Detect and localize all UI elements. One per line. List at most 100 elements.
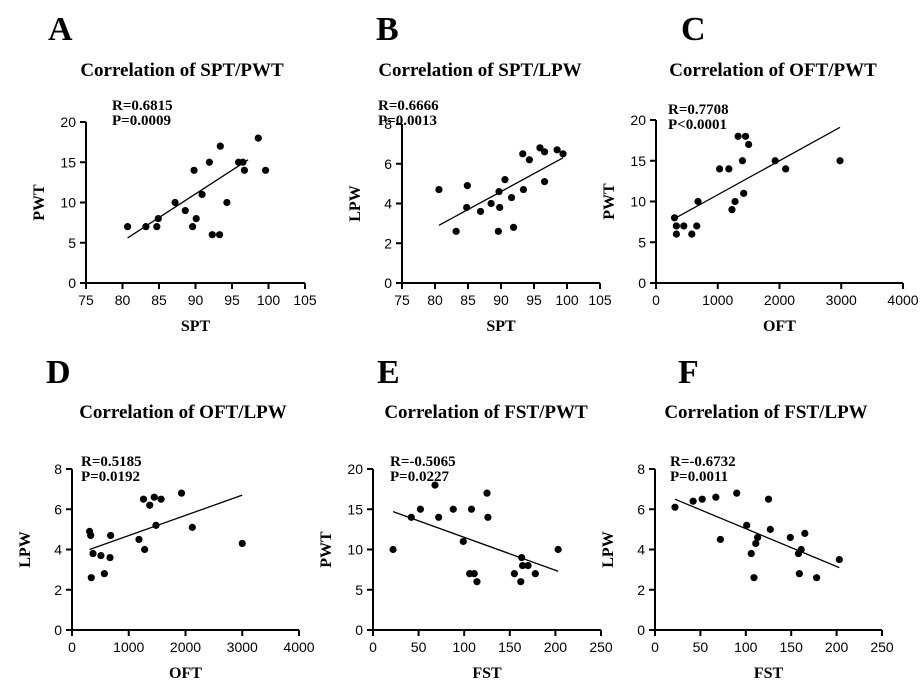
- data-point: [89, 549, 97, 558]
- data-point: [157, 495, 165, 503]
- r-value: R=0.7708: [668, 102, 729, 118]
- data-point: [216, 142, 224, 150]
- x-axis-label: OFT: [763, 318, 796, 335]
- data-point: [509, 223, 518, 231]
- data-point: [416, 505, 425, 513]
- data-point: [240, 166, 249, 174]
- x-tick-label: 75: [394, 292, 410, 308]
- y-tick-label: 15: [347, 501, 363, 517]
- data-point: [470, 570, 478, 578]
- x-tick-label: 0: [68, 639, 76, 655]
- data-point: [518, 553, 526, 562]
- data-point: [135, 535, 143, 544]
- data-point: [87, 531, 95, 540]
- data-point: [487, 199, 495, 208]
- panel-b: B Correlation of SPT/LPW 75 80 85 90 95 100 105 0…: [347, 11, 612, 335]
- data-point: [733, 489, 741, 497]
- data-point: [745, 140, 753, 149]
- data-point: [754, 533, 762, 542]
- data-point: [689, 497, 697, 505]
- data-point: [152, 521, 160, 529]
- y-axis-label: PWT: [31, 184, 48, 221]
- data-point: [501, 176, 509, 184]
- data-point: [716, 535, 724, 544]
- data-point: [238, 539, 246, 548]
- data-point: [835, 555, 843, 564]
- data-point: [198, 190, 206, 199]
- x-tick-label: 200: [544, 639, 568, 655]
- y-tick-label: 10: [630, 194, 646, 210]
- data-point: [142, 223, 150, 231]
- panel-letter: A: [48, 11, 73, 48]
- x-tick-label: 80: [427, 292, 443, 308]
- data-point: [559, 150, 567, 158]
- data-point: [531, 570, 539, 578]
- data-point: [254, 134, 262, 142]
- panel-letter: C: [681, 11, 706, 48]
- data-point: [139, 495, 148, 503]
- y-tick-label: 20: [630, 112, 646, 128]
- data-point: [473, 578, 481, 586]
- data-point: [740, 189, 748, 197]
- data-point: [716, 165, 724, 173]
- data-point: [813, 574, 821, 582]
- p-value: P=0.0227: [390, 469, 449, 485]
- data-point: [670, 214, 679, 222]
- data-point: [208, 231, 216, 239]
- y-axis-label: LPW: [17, 531, 34, 567]
- data-point: [801, 529, 809, 538]
- data-point: [431, 481, 439, 489]
- x-tick-label: 3000: [826, 292, 857, 308]
- data-point: [554, 545, 562, 554]
- data-point: [734, 132, 742, 140]
- y-tick-label: 0: [384, 275, 392, 291]
- data-point: [188, 223, 197, 231]
- data-point: [154, 215, 162, 223]
- data-point: [517, 578, 525, 586]
- data-point: [188, 523, 196, 531]
- data-point: [100, 570, 108, 578]
- y-tick-label: 10: [347, 542, 363, 558]
- data-point: [124, 223, 132, 231]
- x-axis-label: FST: [472, 665, 502, 681]
- data-point: [239, 158, 247, 166]
- x-tick-label: 0: [369, 639, 377, 655]
- data-point: [177, 489, 186, 497]
- data-point: [171, 198, 179, 207]
- y-tick-label: 8: [54, 461, 62, 477]
- x-tick-label: 250: [589, 639, 613, 655]
- data-point: [407, 513, 415, 521]
- y-axis-label: LPW: [600, 531, 617, 567]
- data-point: [782, 165, 790, 173]
- data-point: [435, 185, 443, 194]
- x-axis-label: SPT: [486, 318, 516, 335]
- data-point: [672, 222, 680, 230]
- data-point: [449, 505, 457, 513]
- x-axis-label: SPT: [181, 318, 211, 335]
- panel-letter: D: [46, 354, 71, 391]
- y-tick-label: 4: [54, 542, 62, 558]
- data-point: [215, 231, 224, 239]
- data-point: [205, 158, 213, 166]
- data-point: [97, 551, 105, 560]
- chart-title: Correlation of SPT/PWT: [80, 60, 284, 81]
- x-tick-label: 1000: [113, 639, 144, 655]
- p-value: P=0.0013: [378, 113, 437, 129]
- x-tick-label: 2000: [764, 292, 795, 308]
- x-tick-label: 100: [734, 639, 758, 655]
- x-tick-label: 0: [651, 639, 659, 655]
- data-point: [463, 182, 471, 190]
- data-point: [712, 493, 720, 501]
- data-point: [752, 539, 760, 548]
- data-point: [510, 570, 518, 578]
- panel-letter: E: [377, 354, 400, 391]
- r-value: R=-0.5065: [390, 454, 456, 470]
- data-point: [484, 513, 492, 521]
- x-tick-label: 4000: [887, 292, 918, 308]
- regression-line: [89, 494, 243, 551]
- r-value: R=0.5185: [81, 454, 142, 470]
- p-value: P=0.0011: [670, 469, 728, 485]
- y-axis-label: LPW: [347, 185, 364, 221]
- data-point: [738, 157, 747, 165]
